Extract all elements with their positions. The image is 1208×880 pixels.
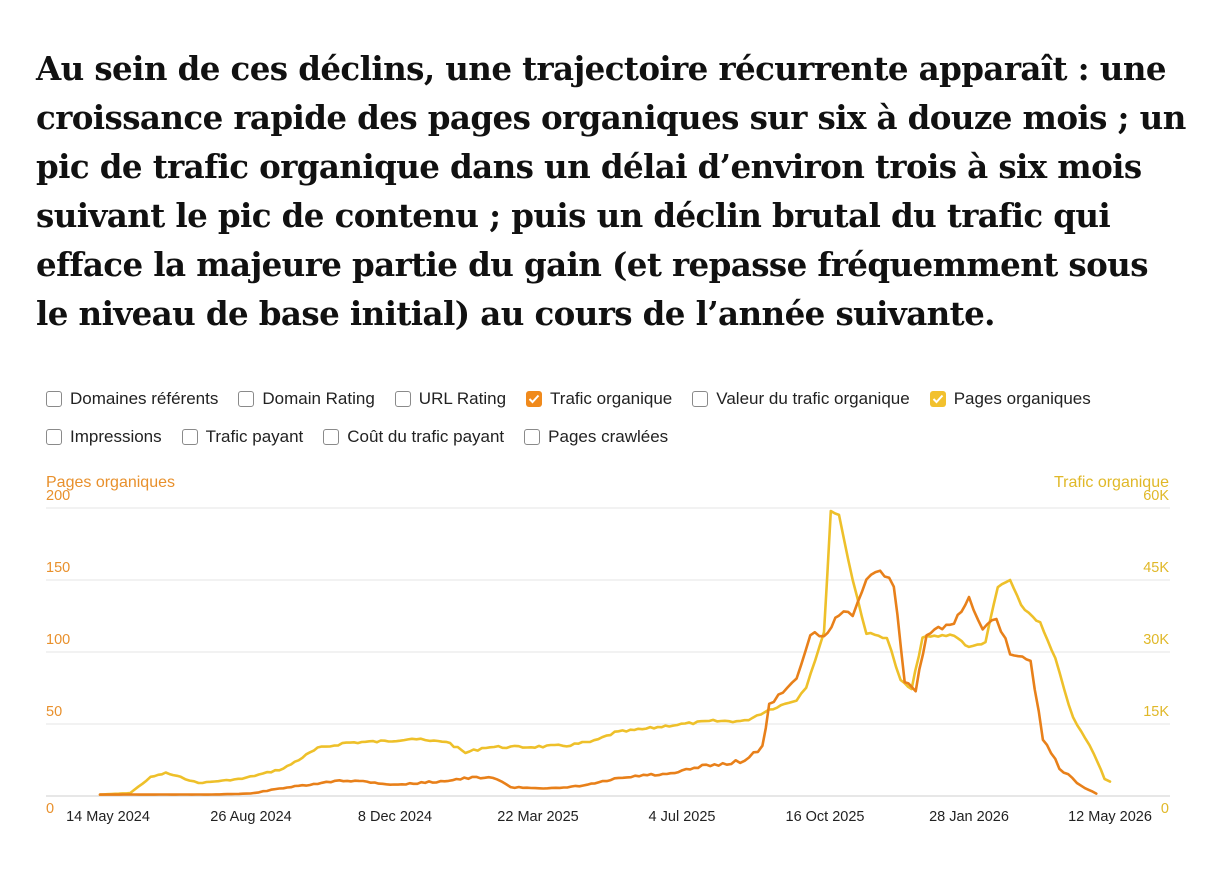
checkbox-icon[interactable] — [323, 429, 340, 445]
left-tick-label: 200 — [46, 488, 70, 504]
right-tick-label: 30K — [1143, 632, 1169, 648]
checkbox-icon[interactable] — [692, 391, 709, 407]
trafic-organique-line — [98, 569, 1098, 796]
checkbox-icon[interactable] — [524, 429, 541, 445]
x-tick-label: 14 May 2024 — [66, 809, 150, 825]
legend-toggle[interactable]: Impressions — [46, 424, 162, 450]
checkbox-icon[interactable] — [238, 391, 255, 407]
legend-label: Valeur du trafic organique — [716, 389, 910, 408]
metric-legend: Domaines référents Domain Rating URL Ratin… — [46, 386, 1186, 450]
legend-label: Domain Rating — [262, 389, 375, 408]
right-axis-title: Trafic organique — [1053, 474, 1169, 491]
legend-toggle[interactable]: Trafic payant — [181, 424, 304, 450]
x-tick-label: 8 Dec 2024 — [358, 809, 432, 825]
checkbox-icon[interactable] — [181, 429, 198, 445]
left-tick-label: 0 — [46, 801, 54, 817]
checkbox-icon[interactable] — [46, 429, 62, 445]
x-tick-label: 22 Mar 2025 — [497, 809, 578, 825]
intro-paragraph: Au sein de ces déclins, une trajectoire … — [36, 49, 1186, 333]
legend-label: Trafic organique — [550, 389, 673, 408]
right-tick-label: 0 — [1161, 801, 1169, 817]
right-tick-label: 15K — [1143, 704, 1169, 720]
x-tick-label: 12 May 2026 — [1068, 809, 1152, 825]
legend-label: Trafic payant — [205, 427, 304, 446]
checkbox-icon[interactable] — [46, 391, 62, 407]
pages-organiques-line — [98, 509, 1112, 796]
legend-label: Pages crawlées — [548, 427, 669, 446]
legend-toggle[interactable]: Pages organiques — [929, 386, 1091, 412]
legend-toggle[interactable]: URL Rating — [394, 386, 507, 412]
legend-toggle[interactable]: Trafic organique — [526, 386, 672, 412]
left-axis-title: Pages organiques — [46, 474, 175, 491]
legend-toggle[interactable]: Domaines référents — [46, 386, 218, 412]
left-tick-label: 50 — [46, 704, 62, 720]
checkbox-checked-icon[interactable] — [929, 391, 946, 407]
x-tick-label: 26 Aug 2024 — [210, 809, 291, 825]
legend-label: Coût du trafic payant — [347, 427, 505, 446]
legend-label: Impressions — [70, 427, 162, 446]
legend-label: URL Rating — [418, 389, 507, 408]
legend-label: Pages organiques — [953, 389, 1091, 408]
legend-toggle[interactable]: Valeur du trafic organique — [692, 386, 910, 412]
right-tick-label: 60K — [1143, 488, 1169, 504]
left-tick-label: 150 — [46, 560, 70, 576]
right-tick-label: 45K — [1143, 560, 1169, 576]
x-tick-label: 4 Jul 2025 — [649, 809, 716, 825]
checkbox-icon[interactable] — [394, 391, 411, 407]
x-tick-label: 16 Oct 2025 — [786, 809, 865, 825]
left-tick-label: 100 — [46, 632, 70, 648]
x-tick-label: 28 Jan 2026 — [929, 809, 1009, 825]
legend-toggle[interactable]: Pages crawlées — [524, 424, 668, 450]
legend-toggle[interactable]: Domain Rating — [238, 386, 375, 412]
legend-label: Domaines référents — [70, 389, 219, 408]
legend-toggle[interactable]: Coût du trafic payant — [323, 424, 504, 450]
checkbox-checked-icon[interactable] — [526, 391, 543, 407]
